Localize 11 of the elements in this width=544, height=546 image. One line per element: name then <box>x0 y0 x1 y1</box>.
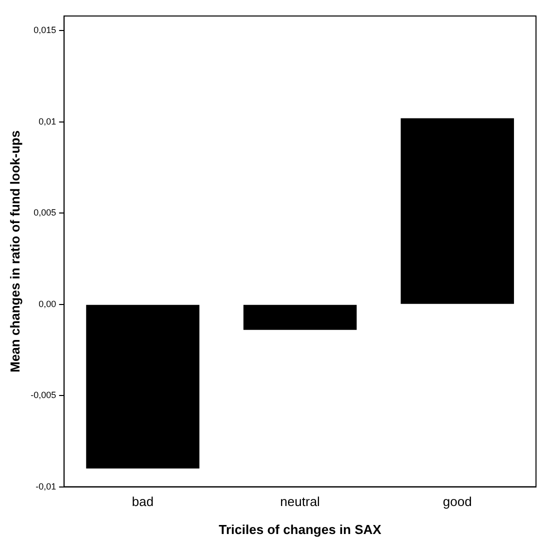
y-tick-label: 0,005 <box>34 208 56 218</box>
y-tick-label: 0,015 <box>34 25 56 36</box>
y-tick-label: 0,00 <box>38 298 56 309</box>
y-tick-label: -0,01 <box>36 481 56 492</box>
x-axis-title: Triciles of changes in SAX <box>218 522 382 537</box>
y-tick-label: 0,01 <box>38 116 56 126</box>
x-tick-label: good <box>442 494 472 510</box>
y-tick-label: -0,005 <box>30 390 56 400</box>
y-axis-title: Mean changes in ratio of fund look-ups <box>7 130 22 372</box>
x-tick-label: neutral <box>280 494 320 510</box>
x-tick-label: bad <box>132 494 154 510</box>
